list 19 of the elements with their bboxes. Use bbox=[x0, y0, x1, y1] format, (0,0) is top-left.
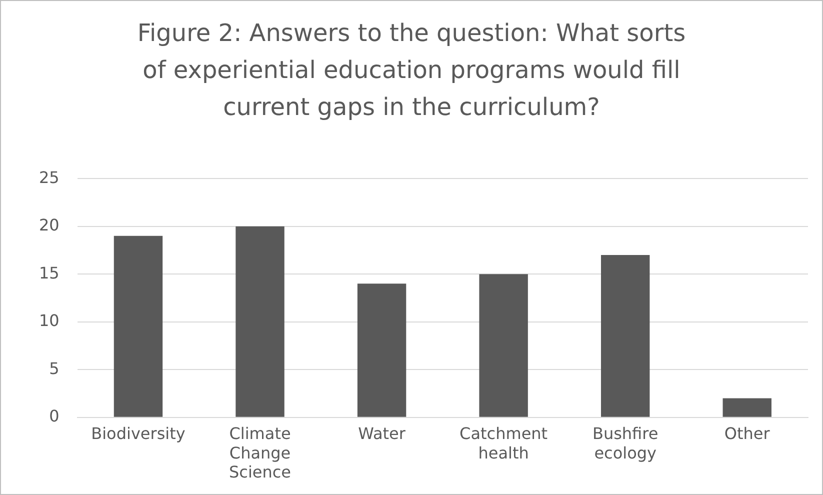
bar bbox=[722, 398, 772, 417]
x-tick-label: Biodiversity bbox=[91, 424, 186, 444]
bar bbox=[600, 255, 650, 417]
chart-title: Figure 2: Answers to the question: What sorts of experiential education programs would fill current gaps in the curriculum? bbox=[136, 18, 687, 123]
y-tick-label: 10 bbox=[39, 311, 60, 330]
x-tick-label: Water bbox=[358, 424, 406, 444]
y-tick-label: 0 bbox=[49, 406, 60, 426]
bar bbox=[236, 226, 284, 417]
bar bbox=[357, 284, 406, 417]
y-tick-label: 25 bbox=[39, 168, 60, 187]
x-tick-label: Catchment health bbox=[460, 424, 548, 462]
x-tick-label: Other bbox=[724, 424, 770, 444]
y-tick-label: 20 bbox=[39, 216, 60, 235]
bar bbox=[479, 274, 528, 417]
y-tick-label: 15 bbox=[39, 263, 60, 282]
y-tick-label: 5 bbox=[49, 358, 60, 378]
x-tick-label: Bushfire ecology bbox=[592, 424, 658, 462]
x-tick-label: Climate Change Science bbox=[229, 424, 292, 482]
bar bbox=[114, 236, 163, 417]
